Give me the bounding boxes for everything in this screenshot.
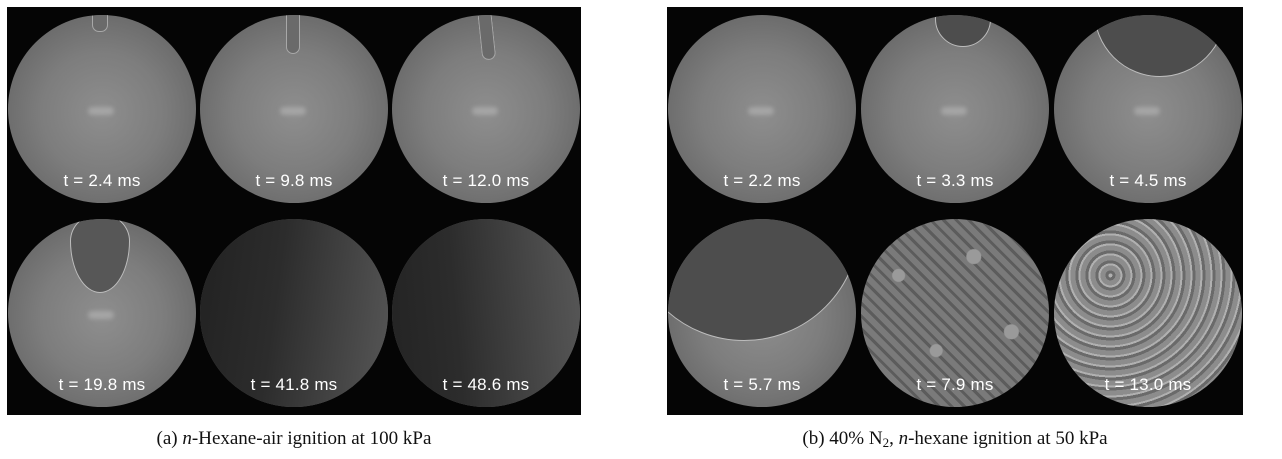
time-label: t = 9.8 ms — [255, 171, 333, 190]
caption-b-middle: , — [889, 428, 899, 449]
schlieren-disc — [1054, 219, 1242, 407]
schlieren-disc — [668, 15, 856, 203]
frame-b3: t = 4.5 ms — [1053, 7, 1243, 211]
schlieren-disc — [668, 219, 856, 407]
panel-a-hexane-air-100kpa: t = 2.4 ms t = 9.8 ms t = 12.0 ms t = 19… — [7, 7, 581, 415]
frame-a5: t = 41.8 ms — [199, 211, 389, 415]
schlieren-disc — [8, 15, 196, 203]
schlieren-disc — [1054, 15, 1242, 203]
frame-b1: t = 2.2 ms — [667, 7, 857, 211]
time-label: t = 3.3 ms — [916, 171, 994, 190]
caption-b-rest: -hexane ignition at 50 kPa — [908, 428, 1108, 449]
time-label: t = 2.4 ms — [63, 171, 141, 190]
schlieren-disc — [200, 15, 388, 203]
caption-a-prefix: (a) — [156, 428, 183, 449]
time-label: t = 19.8 ms — [58, 375, 146, 394]
frame-a2: t = 9.8 ms — [199, 7, 389, 211]
frame-a3: t = 12.0 ms — [391, 7, 581, 211]
time-label: t = 7.9 ms — [916, 375, 994, 394]
schlieren-disc — [392, 15, 580, 203]
panel-b-n2-diluted-50kpa: t = 2.2 ms t = 3.3 ms t = 4.5 ms t = 5.7… — [667, 7, 1243, 415]
schlieren-disc — [392, 219, 580, 407]
caption-b-italic: n — [898, 428, 909, 449]
frame-b5: t = 7.9 ms — [860, 211, 1050, 415]
caption-a: (a) n-Hexane-air ignition at 100 kPa — [7, 428, 581, 450]
frame-b6: t = 13.0 ms — [1053, 211, 1243, 415]
caption-a-italic: n — [182, 428, 192, 449]
schlieren-disc — [861, 15, 1049, 203]
time-label: t = 5.7 ms — [723, 375, 801, 394]
frame-b4: t = 5.7 ms — [667, 211, 857, 415]
frame-a6: t = 48.6 ms — [391, 211, 581, 415]
schlieren-disc — [200, 219, 388, 407]
time-label: t = 4.5 ms — [1109, 171, 1187, 190]
schlieren-disc — [8, 219, 196, 407]
schlieren-disc — [861, 219, 1049, 407]
time-label: t = 13.0 ms — [1104, 375, 1192, 394]
time-label: t = 12.0 ms — [442, 171, 530, 190]
caption-b-subscript: 2 — [882, 435, 890, 450]
caption-b-prefix: (b) 40% N — [802, 428, 883, 449]
caption-a-rest: -Hexane-air ignition at 100 kPa — [191, 428, 432, 449]
time-label: t = 2.2 ms — [723, 171, 801, 190]
frame-a4: t = 19.8 ms — [7, 211, 197, 415]
time-label: t = 48.6 ms — [442, 375, 530, 394]
frame-a1: t = 2.4 ms — [7, 7, 197, 211]
caption-b: (b) 40% N2, n-hexane ignition at 50 kPa — [667, 428, 1243, 451]
time-label: t = 41.8 ms — [250, 375, 338, 394]
frame-b2: t = 3.3 ms — [860, 7, 1050, 211]
